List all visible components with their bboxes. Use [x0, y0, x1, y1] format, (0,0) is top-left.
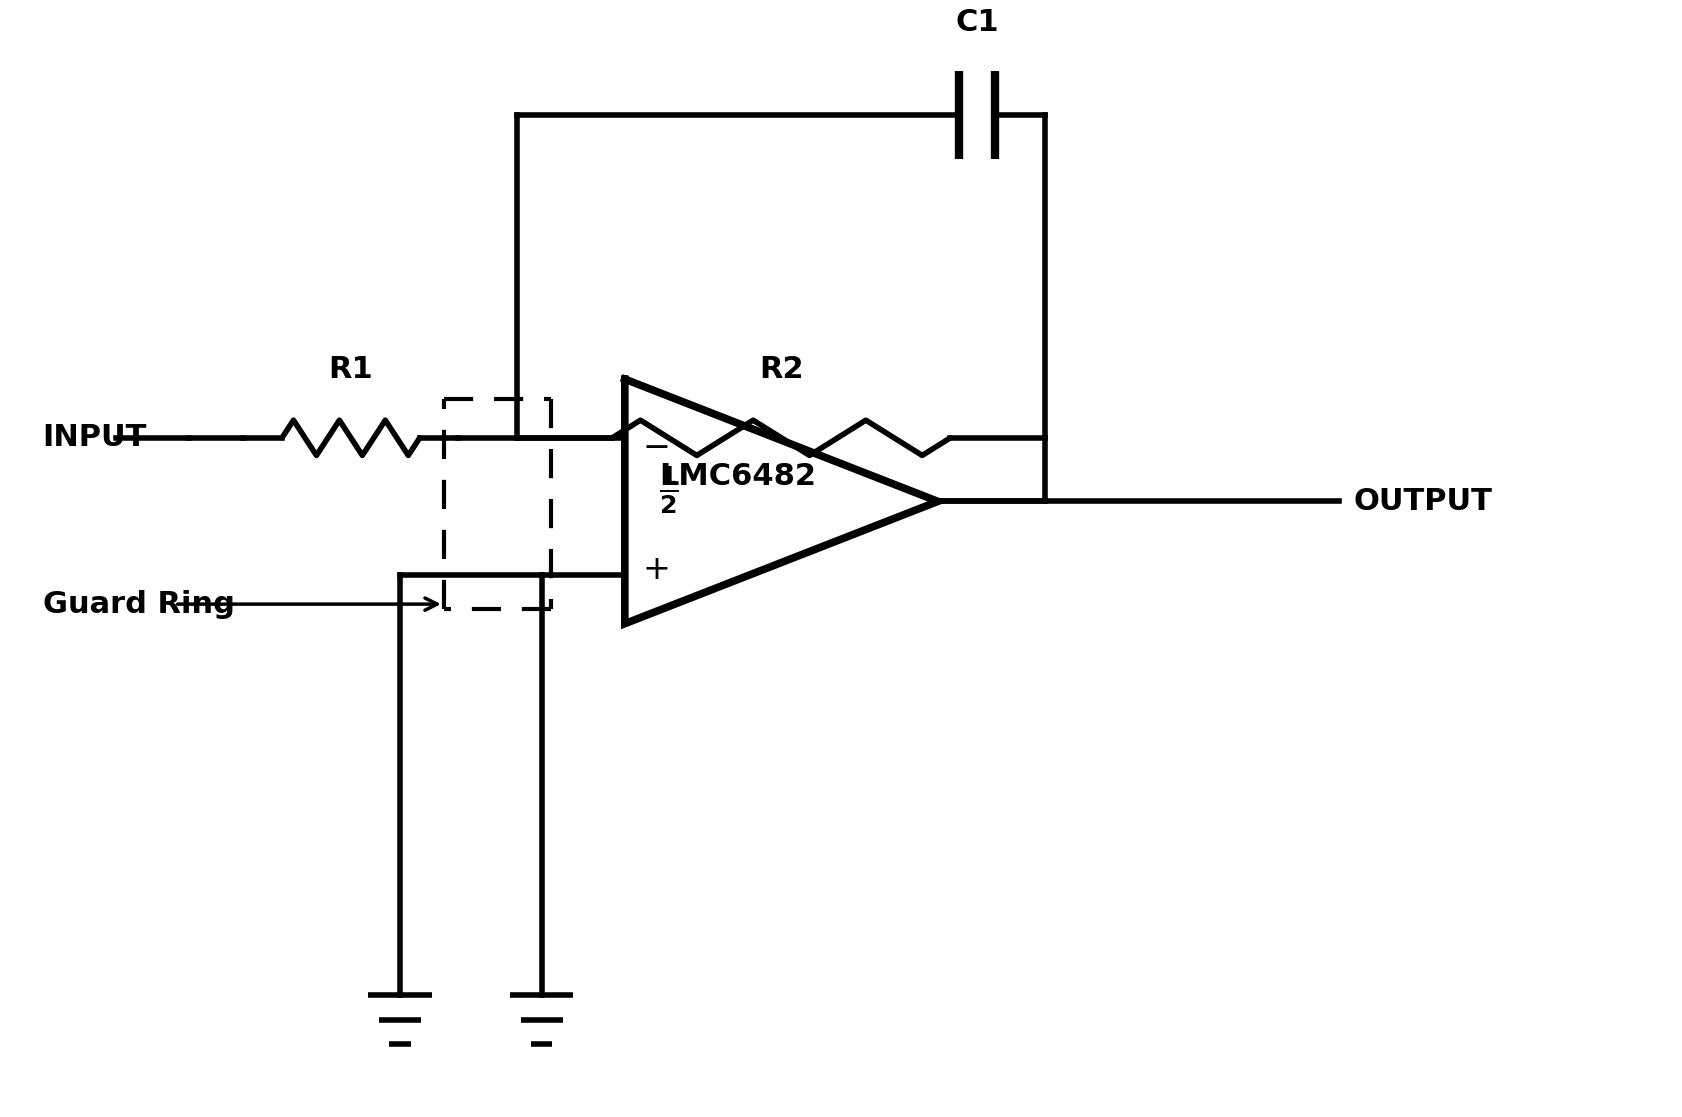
- Text: Guard Ring: Guard Ring: [42, 590, 234, 619]
- Text: INPUT: INPUT: [42, 423, 146, 452]
- Text: R2: R2: [759, 355, 804, 384]
- Text: R1: R1: [328, 355, 373, 384]
- Text: OUTPUT: OUTPUT: [1352, 487, 1492, 516]
- Text: LMC6482: LMC6482: [658, 462, 816, 491]
- Text: $+$: $+$: [643, 553, 668, 586]
- Text: $-$: $-$: [643, 429, 668, 462]
- Text: C1: C1: [955, 8, 997, 37]
- Text: $\mathbf{\frac{1}{2}}$: $\mathbf{\frac{1}{2}}$: [659, 464, 678, 516]
